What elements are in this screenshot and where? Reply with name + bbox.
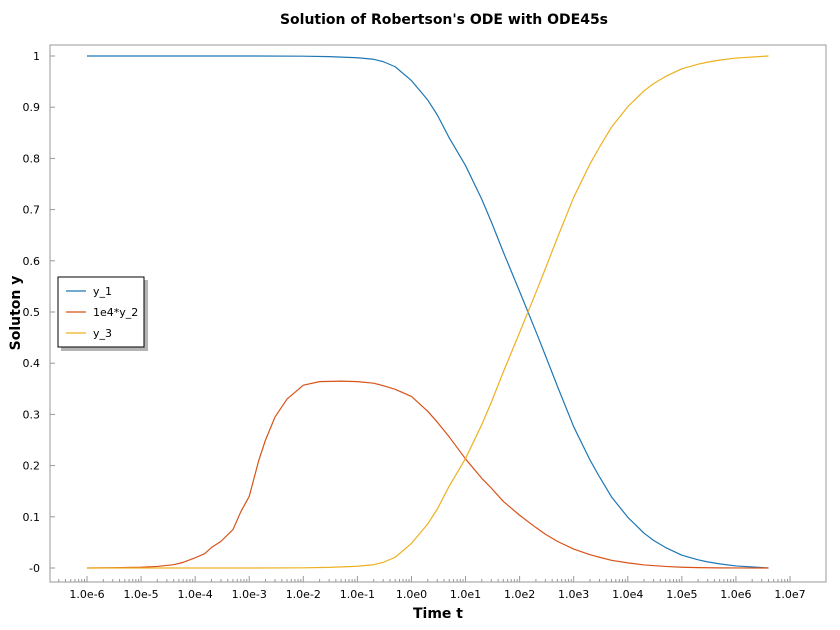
legend-label: 1e4*y_2 — [93, 306, 138, 319]
x-tick-label: 1.0e0 — [396, 588, 427, 601]
x-tick-label: 1.0e-3 — [232, 588, 267, 601]
legend: y_1 1e4*y_2 y_3 — [57, 276, 148, 351]
y-axis-label: Soluton y — [8, 276, 24, 351]
legend-box — [57, 276, 145, 348]
axes: -0 0.1 0.2 0.3 0.4 0.5 0.6 0.7 0.8 0.9 1 1.0e-6 1.0e… — [23, 50, 806, 601]
x-axis-label: Time t — [413, 606, 463, 622]
x-tick-label: 1.0e-5 — [123, 588, 158, 601]
series-line-2 — [86, 380, 769, 569]
y-tick-label: 0.6 — [23, 255, 41, 268]
x-tick-label: 1.0e5 — [666, 588, 697, 601]
x-tick-label: 1.0e4 — [612, 588, 643, 601]
y-tick-label: 0.8 — [23, 152, 41, 165]
series-line-1 — [87, 55, 769, 569]
x-tick-label: 1.0e1 — [450, 588, 481, 601]
y-tick-label: 0.3 — [23, 408, 41, 421]
legend-label: y_3 — [93, 327, 112, 340]
series-line-3 — [87, 55, 769, 569]
x-tick-label: 1.0e-6 — [69, 588, 104, 601]
x-tick-label: 1.0e2 — [504, 588, 535, 601]
chart-title: Solution of Robertson's ODE with ODE45s — [280, 12, 608, 28]
y-tick-label: 0.1 — [23, 511, 41, 524]
x-tick-label: 1.0e3 — [558, 588, 589, 601]
y-tick-label: 1 — [33, 50, 40, 63]
y-tick-label: 0.7 — [23, 204, 41, 217]
y-tick-label: 0.2 — [23, 460, 41, 473]
legend-label: y_1 — [93, 285, 112, 298]
y-tick-label: -0 — [29, 562, 40, 575]
x-tick-label: 1.0e-2 — [286, 588, 321, 601]
series-layer — [86, 55, 769, 569]
y-tick-label: 0.5 — [23, 306, 41, 319]
x-tick-label: 1.0e-4 — [178, 588, 213, 601]
y-tick-label: 0.9 — [23, 101, 41, 114]
plot-area-frame — [49, 44, 827, 583]
x-tick-label: 1.0e7 — [774, 588, 805, 601]
y-tick-label: 0.4 — [23, 357, 41, 370]
x-tick-label: 1.0e6 — [720, 588, 751, 601]
x-tick-label: 1.0e-1 — [340, 588, 375, 601]
